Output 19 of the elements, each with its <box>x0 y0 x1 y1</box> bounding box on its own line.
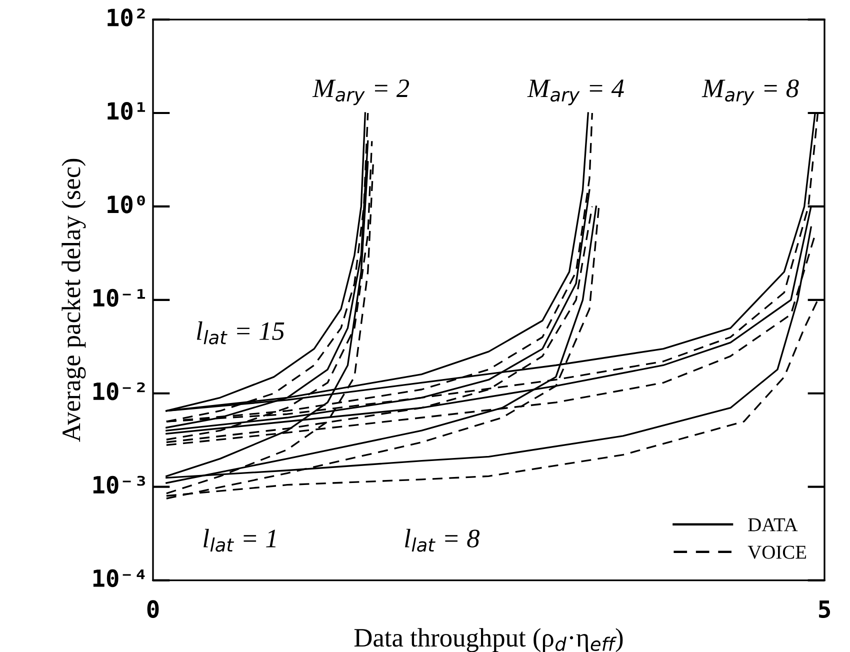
annotation: l$_{lat}$ = 15 <box>196 321 284 344</box>
y-axis-title: Average packet delay (sec) <box>62 158 86 442</box>
annotation: l$_{lat}$ = 8 <box>405 528 480 552</box>
y-tick-label: 10⁰ <box>108 195 145 214</box>
annotation: M$_{ary}$ = 4 <box>527 80 624 106</box>
x-axis-title: Data throughput (ρ$_{d}$·η$_{eff}$) <box>354 628 623 652</box>
annotation: M$_{ary}$ = 2 <box>312 80 410 106</box>
y-tick-label: 10⁻² <box>93 382 145 400</box>
y-tick-label: 10⁻¹ <box>93 288 146 307</box>
x-tick-label: 5 <box>819 600 830 618</box>
y-tick-label: 10¹ <box>108 102 146 120</box>
y-tick-label: 10⁻⁴ <box>93 569 145 588</box>
y-tick-label: 10² <box>108 8 145 26</box>
legend-label: VOICE <box>748 546 806 559</box>
annotation: M$_{ary}$ = 8 <box>702 80 799 106</box>
annotation: l$_{lat}$ = 1 <box>204 528 276 552</box>
legend-label: DATA <box>748 518 798 532</box>
x-tick-label: 0 <box>147 600 159 618</box>
y-tick-label: 10⁻³ <box>93 476 146 494</box>
